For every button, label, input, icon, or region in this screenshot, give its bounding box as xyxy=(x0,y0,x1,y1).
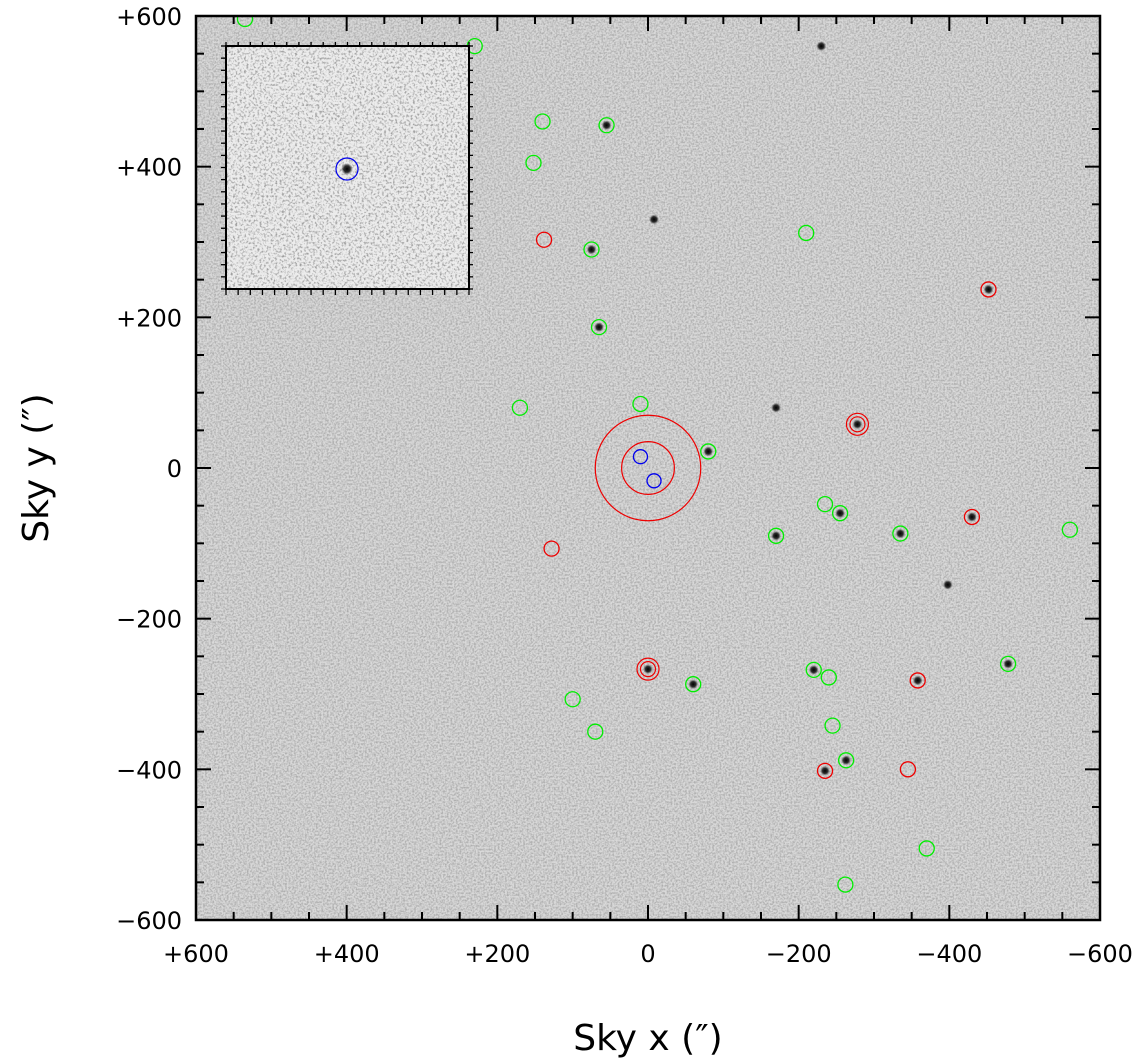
dark-sources xyxy=(586,41,1014,776)
inset-source xyxy=(341,163,353,175)
green-marker xyxy=(999,655,1017,673)
source-blob xyxy=(983,284,994,295)
source-blob xyxy=(771,402,782,413)
green-marker xyxy=(816,496,834,513)
source-blob xyxy=(820,765,831,776)
source-blob xyxy=(852,419,863,430)
x-tick-label: −400 xyxy=(916,940,982,968)
y-tick-label: +200 xyxy=(116,304,182,332)
green-marker xyxy=(767,527,785,544)
red-double-marker-outer xyxy=(845,412,870,436)
y-tick-label: +400 xyxy=(116,154,182,182)
green-marker xyxy=(564,691,581,708)
green-marker xyxy=(824,717,841,734)
source-blob xyxy=(895,528,906,539)
y-tick-label: 0 xyxy=(167,455,182,483)
red-marker xyxy=(899,761,917,778)
green-marker xyxy=(820,669,837,686)
x-tick-label: −200 xyxy=(766,940,832,968)
green-marker xyxy=(583,241,600,258)
green-marker xyxy=(632,395,649,413)
inset-ticks xyxy=(221,42,473,295)
inset-panel xyxy=(221,42,473,295)
source-blob xyxy=(816,41,827,52)
green-marker xyxy=(798,224,815,242)
x-tick-label: −600 xyxy=(1067,940,1133,968)
blue-marker xyxy=(632,449,649,465)
y-axis-title: Sky y (″) xyxy=(16,393,57,542)
x-tick-label: +400 xyxy=(314,940,380,968)
source-blob xyxy=(771,530,782,541)
x-tick-label: +200 xyxy=(464,940,530,968)
red-double-marker-inner xyxy=(639,661,657,678)
y-tick-label: −200 xyxy=(116,606,182,634)
x-tick-label: +600 xyxy=(163,940,229,968)
green-marker xyxy=(534,113,551,130)
source-blob xyxy=(649,214,660,225)
x-tick-label: 0 xyxy=(640,940,655,968)
blue-marker xyxy=(646,473,662,489)
green-marker xyxy=(1061,521,1079,538)
green-marker xyxy=(837,752,855,769)
green-marker xyxy=(700,443,717,460)
red-marker xyxy=(543,540,560,557)
source-blob xyxy=(594,322,605,333)
y-tick-labels: +600 +400 +200 0 −200 −400 −600 xyxy=(116,3,182,935)
green-marker xyxy=(685,676,702,693)
x-tick-labels: +600 +400 +200 0 −200 −400 −600 xyxy=(163,940,1133,968)
green-marker xyxy=(590,318,608,336)
source-blob xyxy=(942,579,953,590)
y-tick-label: −600 xyxy=(116,907,182,935)
central-annulus xyxy=(594,414,702,522)
red-marker xyxy=(909,672,926,689)
red-marker xyxy=(816,762,834,779)
source-blob xyxy=(601,120,612,131)
central-annuli xyxy=(594,414,702,522)
green-marker xyxy=(511,399,529,416)
green-marker xyxy=(805,661,822,679)
central-annulus xyxy=(621,441,675,495)
source-blob xyxy=(586,244,597,255)
source-blob xyxy=(1003,658,1014,669)
y-tick-label: −400 xyxy=(116,756,182,784)
green-marker xyxy=(587,723,604,740)
red-double-marker-outer xyxy=(636,657,660,681)
source-blob xyxy=(703,446,714,457)
inset-blue-marker xyxy=(335,157,359,181)
red-marker xyxy=(535,231,553,248)
source-blob xyxy=(688,679,699,690)
source-blob xyxy=(835,508,846,519)
red-marker xyxy=(980,281,997,298)
green-marker xyxy=(892,525,909,542)
green-marker xyxy=(837,876,854,893)
source-markers xyxy=(236,16,1079,893)
axis-ticks xyxy=(195,15,1101,921)
green-marker xyxy=(525,154,542,172)
source-blob xyxy=(841,755,852,766)
green-marker xyxy=(236,16,254,28)
red-double-marker-inner xyxy=(849,416,866,433)
green-marker xyxy=(831,505,849,522)
green-marker xyxy=(598,117,615,134)
green-marker xyxy=(918,840,935,857)
source-blob xyxy=(643,664,653,675)
source-blob xyxy=(912,675,923,686)
source-blob xyxy=(966,511,977,522)
source-blob xyxy=(808,664,819,675)
y-tick-label: +600 xyxy=(116,3,182,31)
x-axis-title: Sky x (″) xyxy=(573,1018,722,1059)
red-marker xyxy=(963,508,981,526)
